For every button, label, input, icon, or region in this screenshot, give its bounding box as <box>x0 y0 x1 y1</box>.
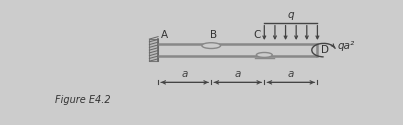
Text: a: a <box>288 69 294 79</box>
Text: a: a <box>181 69 188 79</box>
Text: a: a <box>235 69 241 79</box>
Text: C: C <box>253 30 261 40</box>
Text: q: q <box>288 10 294 20</box>
Text: A: A <box>161 30 168 40</box>
Text: D: D <box>320 45 328 55</box>
Circle shape <box>256 52 272 57</box>
Text: B: B <box>210 30 217 40</box>
Bar <box>150 39 158 61</box>
Text: Figure E4.2: Figure E4.2 <box>55 96 111 106</box>
Circle shape <box>202 43 220 48</box>
Text: qa²: qa² <box>338 41 355 51</box>
